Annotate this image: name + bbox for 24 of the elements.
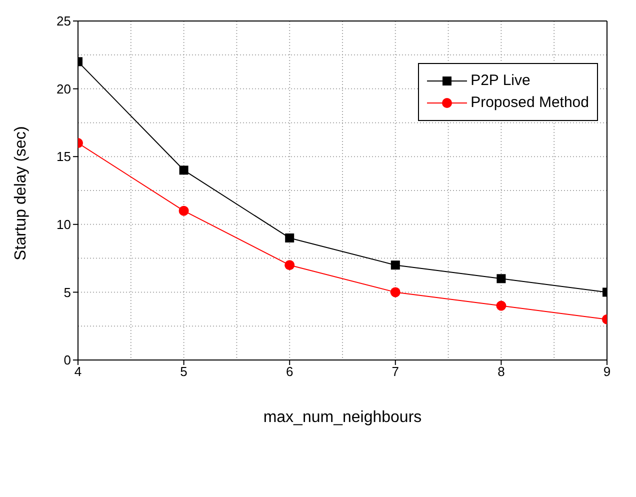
point xyxy=(496,300,506,311)
point xyxy=(390,287,400,298)
y-tick-label: 15 xyxy=(56,149,71,164)
x-tick-label: 5 xyxy=(180,364,188,380)
y-tick-label: 5 xyxy=(64,284,71,300)
point xyxy=(285,233,294,242)
point xyxy=(284,260,295,270)
point xyxy=(496,274,506,284)
x-tick-label: 4 xyxy=(74,364,82,380)
y-tick-label: 10 xyxy=(56,217,71,232)
y-tick-label: 0 xyxy=(64,352,71,368)
x-tick-label: 9 xyxy=(603,364,611,380)
point xyxy=(179,166,188,175)
legend-label: Proposed Method xyxy=(470,93,589,113)
x-tick-label: 6 xyxy=(286,364,294,380)
point xyxy=(390,260,400,270)
y-tick-label: 25 xyxy=(56,14,71,29)
legend-label: P2P Live xyxy=(470,71,530,91)
y-axis-title: Startup delay (sec) xyxy=(12,126,30,260)
point xyxy=(178,206,189,216)
x-tick-label: 7 xyxy=(392,364,400,380)
x-axis-title: max_num_neighbours xyxy=(263,409,422,426)
x-tick-label: 8 xyxy=(498,364,505,380)
y-tick-label: 20 xyxy=(56,81,71,96)
